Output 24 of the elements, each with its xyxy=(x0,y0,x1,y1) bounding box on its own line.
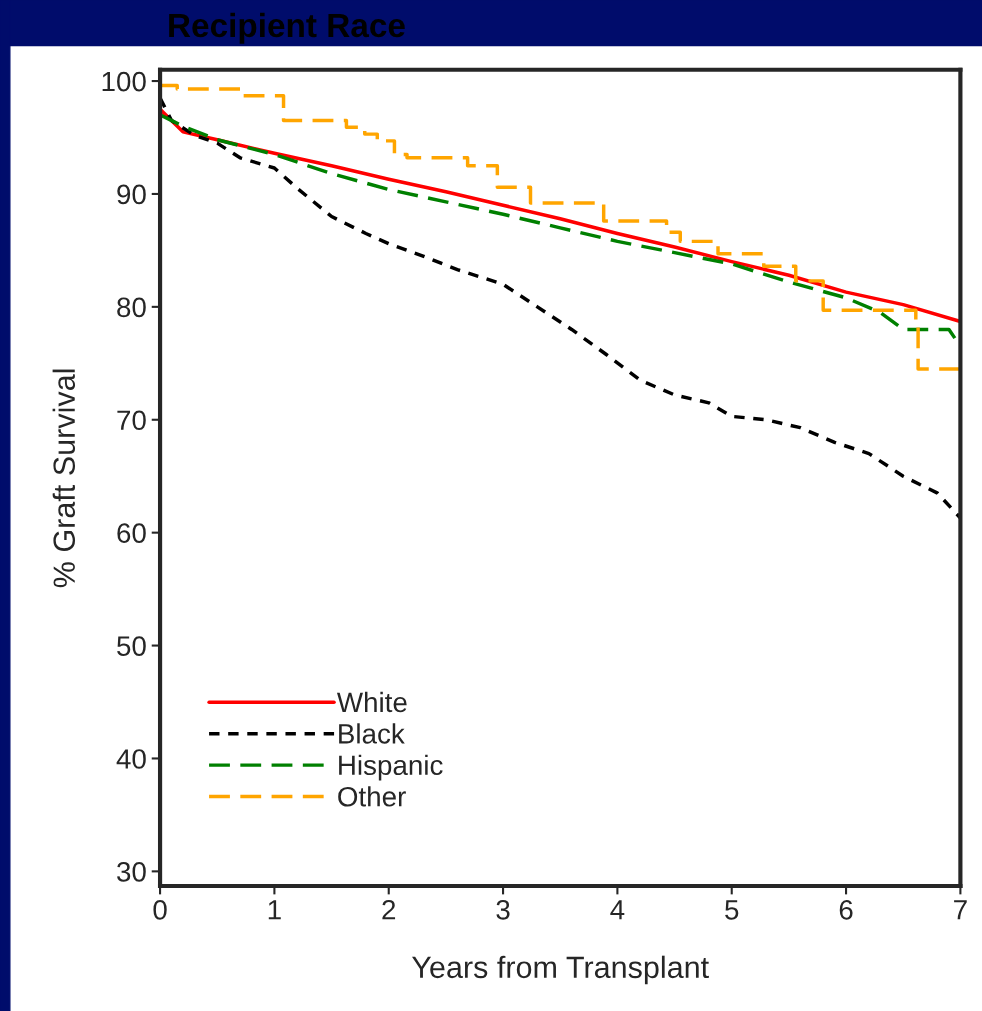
x-tick-label: 7 xyxy=(954,900,967,920)
legend-label: Hispanic xyxy=(339,754,443,781)
y-tick-label: 40 xyxy=(116,749,146,769)
legend-label: White xyxy=(336,691,407,713)
x-tick-label: 1 xyxy=(268,900,281,920)
legend-label: Black xyxy=(339,723,405,744)
chart-title: Recipient Race xyxy=(169,12,405,44)
legend-label: Other xyxy=(338,786,406,807)
x-tick-label: 2 xyxy=(382,899,396,920)
x-tick-label: 0 xyxy=(153,899,167,920)
y-tick-label: 30 xyxy=(117,862,146,882)
y-tick-label: 90 xyxy=(117,184,146,205)
x-tick-label: 3 xyxy=(496,899,510,920)
y-tick-label: 50 xyxy=(117,636,146,656)
x-tick-label: 6 xyxy=(839,899,853,920)
y-tick-label: 70 xyxy=(117,410,146,431)
x-axis-title: Years from Transplant xyxy=(412,955,709,985)
line-series xyxy=(160,96,961,520)
y-tick-label: 80 xyxy=(117,297,146,318)
y-tick-label: 60 xyxy=(117,523,146,543)
y-tick-label: 100 xyxy=(102,71,146,92)
x-tick-label: 5 xyxy=(725,900,739,920)
x-tick-label: 4 xyxy=(610,900,625,920)
y-axis-title: % Graft Survival xyxy=(52,369,76,588)
